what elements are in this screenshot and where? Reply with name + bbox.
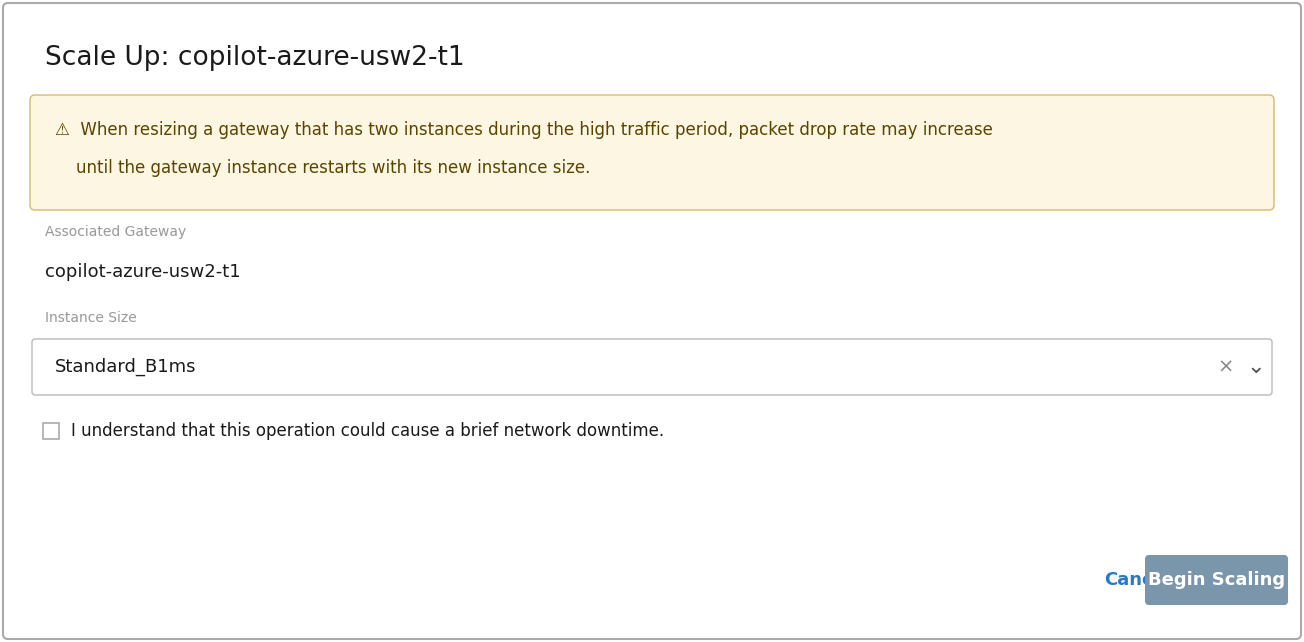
Text: ⚠  When resizing a gateway that has two instances during the high traffic period: ⚠ When resizing a gateway that has two i… [55, 121, 992, 139]
Text: Begin Scaling: Begin Scaling [1148, 571, 1284, 589]
FancyBboxPatch shape [33, 339, 1271, 395]
Text: copilot-azure-usw2-t1: copilot-azure-usw2-t1 [46, 263, 241, 281]
FancyBboxPatch shape [30, 95, 1274, 210]
Text: Standard_B1ms: Standard_B1ms [55, 358, 197, 376]
Text: Cancel: Cancel [1104, 571, 1171, 589]
Text: Associated Gateway: Associated Gateway [46, 225, 186, 239]
Text: I understand that this operation could cause a brief network downtime.: I understand that this operation could c… [70, 422, 664, 440]
Text: Scale Up: copilot-azure-usw2-t1: Scale Up: copilot-azure-usw2-t1 [46, 45, 464, 71]
Text: Instance Size: Instance Size [46, 311, 137, 325]
Text: ⌄: ⌄ [1247, 357, 1265, 377]
Bar [43, 423, 59, 439]
Text: until the gateway instance restarts with its new instance size.: until the gateway instance restarts with… [55, 159, 591, 177]
Text: ×: × [1218, 358, 1234, 376]
FancyBboxPatch shape [1145, 555, 1288, 605]
FancyBboxPatch shape [3, 3, 1301, 639]
